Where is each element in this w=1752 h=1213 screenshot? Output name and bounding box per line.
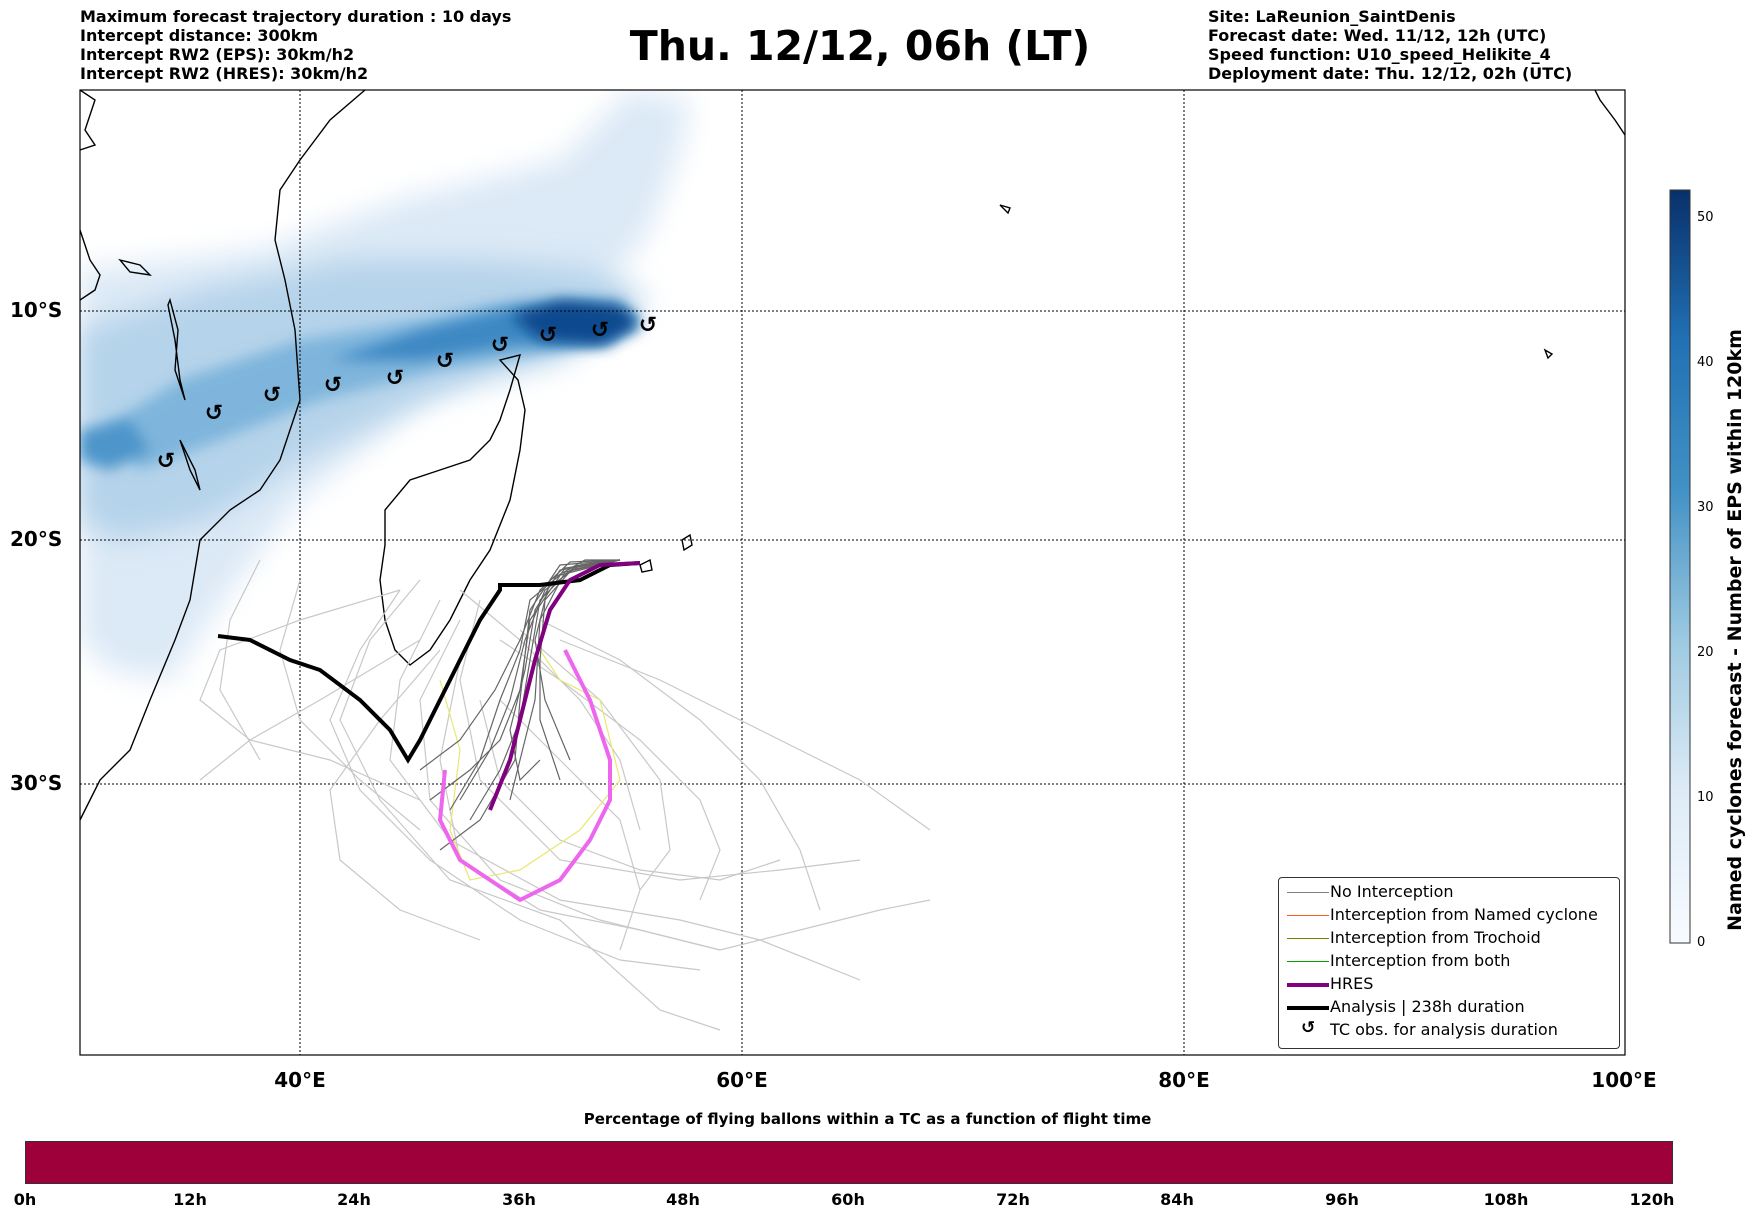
eps-light-trajectories (199, 559, 931, 1031)
cyclone-density-field (80, 90, 690, 680)
legend-item: Interception from Trochoid (1279, 928, 1619, 950)
lon-label: 80°E (1158, 1068, 1210, 1092)
legend-item: HRES (1279, 974, 1619, 996)
flight-bar-tick: 0h (13, 1190, 37, 1209)
analysis-track (217, 561, 641, 764)
colorbar-tick: 0 (1697, 935, 1706, 950)
legend-item: Analysis | 238h duration (1279, 997, 1619, 1019)
flight-bar-tick: 108h (1483, 1190, 1529, 1209)
header-right-line: Speed function: U10_speed_Helikite_4 (1208, 45, 1551, 64)
header-left-line: Intercept distance: 300km (80, 26, 319, 45)
cyclone-icon: ↺ (205, 401, 223, 426)
flight-bar-tick: 72h (996, 1190, 1030, 1209)
flight-bar-tick: 24h (337, 1190, 371, 1209)
cyclone-icon: ↺ (491, 333, 509, 358)
header-left: Maximum forecast trajectory duration : 1… (80, 7, 511, 83)
eps-dark-trajectories (419, 559, 621, 851)
lat-label: 10°S (10, 298, 63, 322)
cyclone-icon: ↺ (157, 449, 175, 474)
cyclone-icon: ↺ (1301, 1018, 1316, 1038)
colorbar (1669, 189, 1691, 944)
flight-bar-tick: 48h (666, 1190, 700, 1209)
colorbar-tick: 50 (1697, 210, 1714, 225)
legend-item: Interception from both (1279, 951, 1619, 973)
flight-bar-title: Percentage of flying ballons within a TC… (583, 1110, 1152, 1128)
map-frame (79, 89, 1626, 1056)
graticule (80, 90, 1625, 1055)
legend-item: ↺ TC obs. for analysis duration (1279, 1018, 1619, 1042)
legend-label: No Interception (1330, 882, 1454, 901)
legend-label: HRES (1330, 974, 1374, 993)
cyclone-icon: ↺ (324, 373, 342, 398)
colorbar-label: Named cyclones forecast - Number of EPS … (1724, 329, 1746, 931)
lat-label: 30°S (10, 771, 63, 795)
legend-label: Interception from Named cyclone (1330, 905, 1598, 924)
header-right-line: Site: LaReunion_SaintDenis (1208, 7, 1456, 26)
lon-label: 60°E (716, 1068, 768, 1092)
header-left-line: Maximum forecast trajectory duration : 1… (80, 7, 512, 26)
header-left-line: Intercept RW2 (EPS): 30km/h2 (80, 45, 355, 64)
colorbar-tick: 20 (1697, 645, 1714, 660)
tc-observations: ↺ ↺ ↺ ↺ ↺ ↺ ↺ ↺ ↺ ↺ (157, 313, 657, 474)
legend-item: No Interception (1279, 882, 1619, 904)
cyclone-icon: ↺ (639, 313, 657, 338)
cyclone-icon: ↺ (539, 323, 557, 348)
lon-label: 100°E (1591, 1068, 1657, 1092)
cyclone-icon: ↺ (386, 366, 404, 391)
colorbar-tick: 30 (1697, 500, 1714, 515)
legend-label: Analysis | 238h duration (1330, 997, 1525, 1016)
header-right: Site: LaReunion_SaintDenis Forecast date… (1208, 7, 1572, 83)
flight-bar-tick: 60h (831, 1190, 865, 1209)
flight-bar-tick: 96h (1325, 1190, 1359, 1209)
colorbar-tick: 40 (1697, 355, 1714, 370)
legend-label: Interception from both (1330, 951, 1511, 970)
colorbar-tick: 10 (1697, 790, 1714, 805)
header-left-line: Intercept RW2 (HRES): 30km/h2 (80, 64, 369, 83)
flight-bar (25, 1141, 1673, 1184)
flight-bar-tick: 120h (1629, 1190, 1675, 1209)
lon-label: 40°E (274, 1068, 326, 1092)
flight-bar-tick: 36h (502, 1190, 536, 1209)
legend-label: TC obs. for analysis duration (1330, 1020, 1558, 1039)
lat-label: 20°S (10, 527, 63, 551)
legend-item: Interception from Named cyclone (1279, 905, 1619, 927)
trochoid-track (439, 649, 621, 881)
hres-track (488, 561, 641, 811)
cyclone-icon: ↺ (436, 349, 454, 374)
header-right-line: Deployment date: Thu. 12/12, 02h (UTC) (1208, 64, 1573, 83)
cyclone-icon: ↺ (591, 318, 609, 343)
legend: No Interception Interception from Named … (1278, 877, 1620, 1049)
flight-bar-tick: 12h (173, 1190, 207, 1209)
legend-label: Interception from Trochoid (1330, 928, 1541, 947)
flight-bar-tick: 84h (1160, 1190, 1194, 1209)
hres-pink-track (437, 649, 612, 903)
cyclone-icon: ↺ (263, 383, 281, 408)
page-title: Thu. 12/12, 06h (LT) (629, 22, 1091, 70)
coastlines (80, 90, 1625, 821)
header-right-line: Forecast date: Wed. 11/12, 12h (UTC) (1208, 26, 1547, 45)
